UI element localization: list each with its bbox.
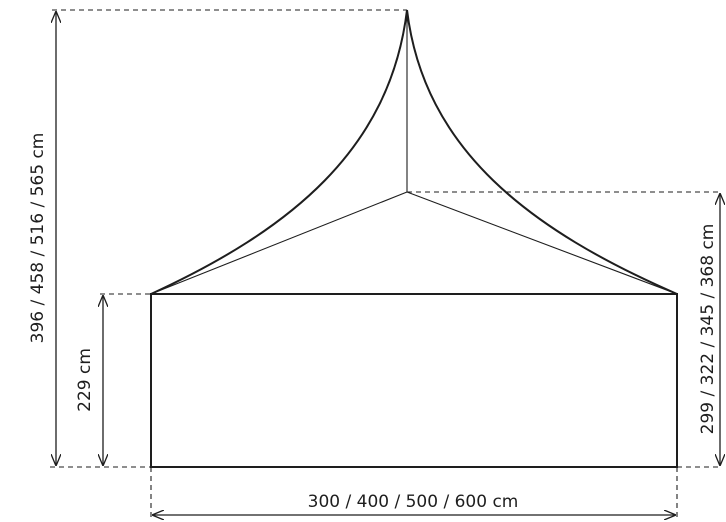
dimension-arrows — [56, 12, 720, 515]
roof-right-curve — [406, 9, 678, 295]
ridge-line-left — [150, 191, 408, 295]
tent-wall — [150, 293, 678, 468]
wall-height-label: 229 cm — [75, 348, 95, 412]
tent-drawing — [150, 9, 678, 468]
width-label: 300 / 400 / 500 / 600 cm — [308, 492, 519, 512]
roof-left-curve — [150, 9, 408, 295]
total-height-label: 396 / 458 / 516 / 565 cm — [28, 133, 48, 344]
eave-to-ridge-height-label: 299 / 322 / 345 / 368 cm — [698, 224, 718, 435]
ridge-line-right — [406, 191, 678, 295]
extension-lines — [50, 9, 722, 518]
